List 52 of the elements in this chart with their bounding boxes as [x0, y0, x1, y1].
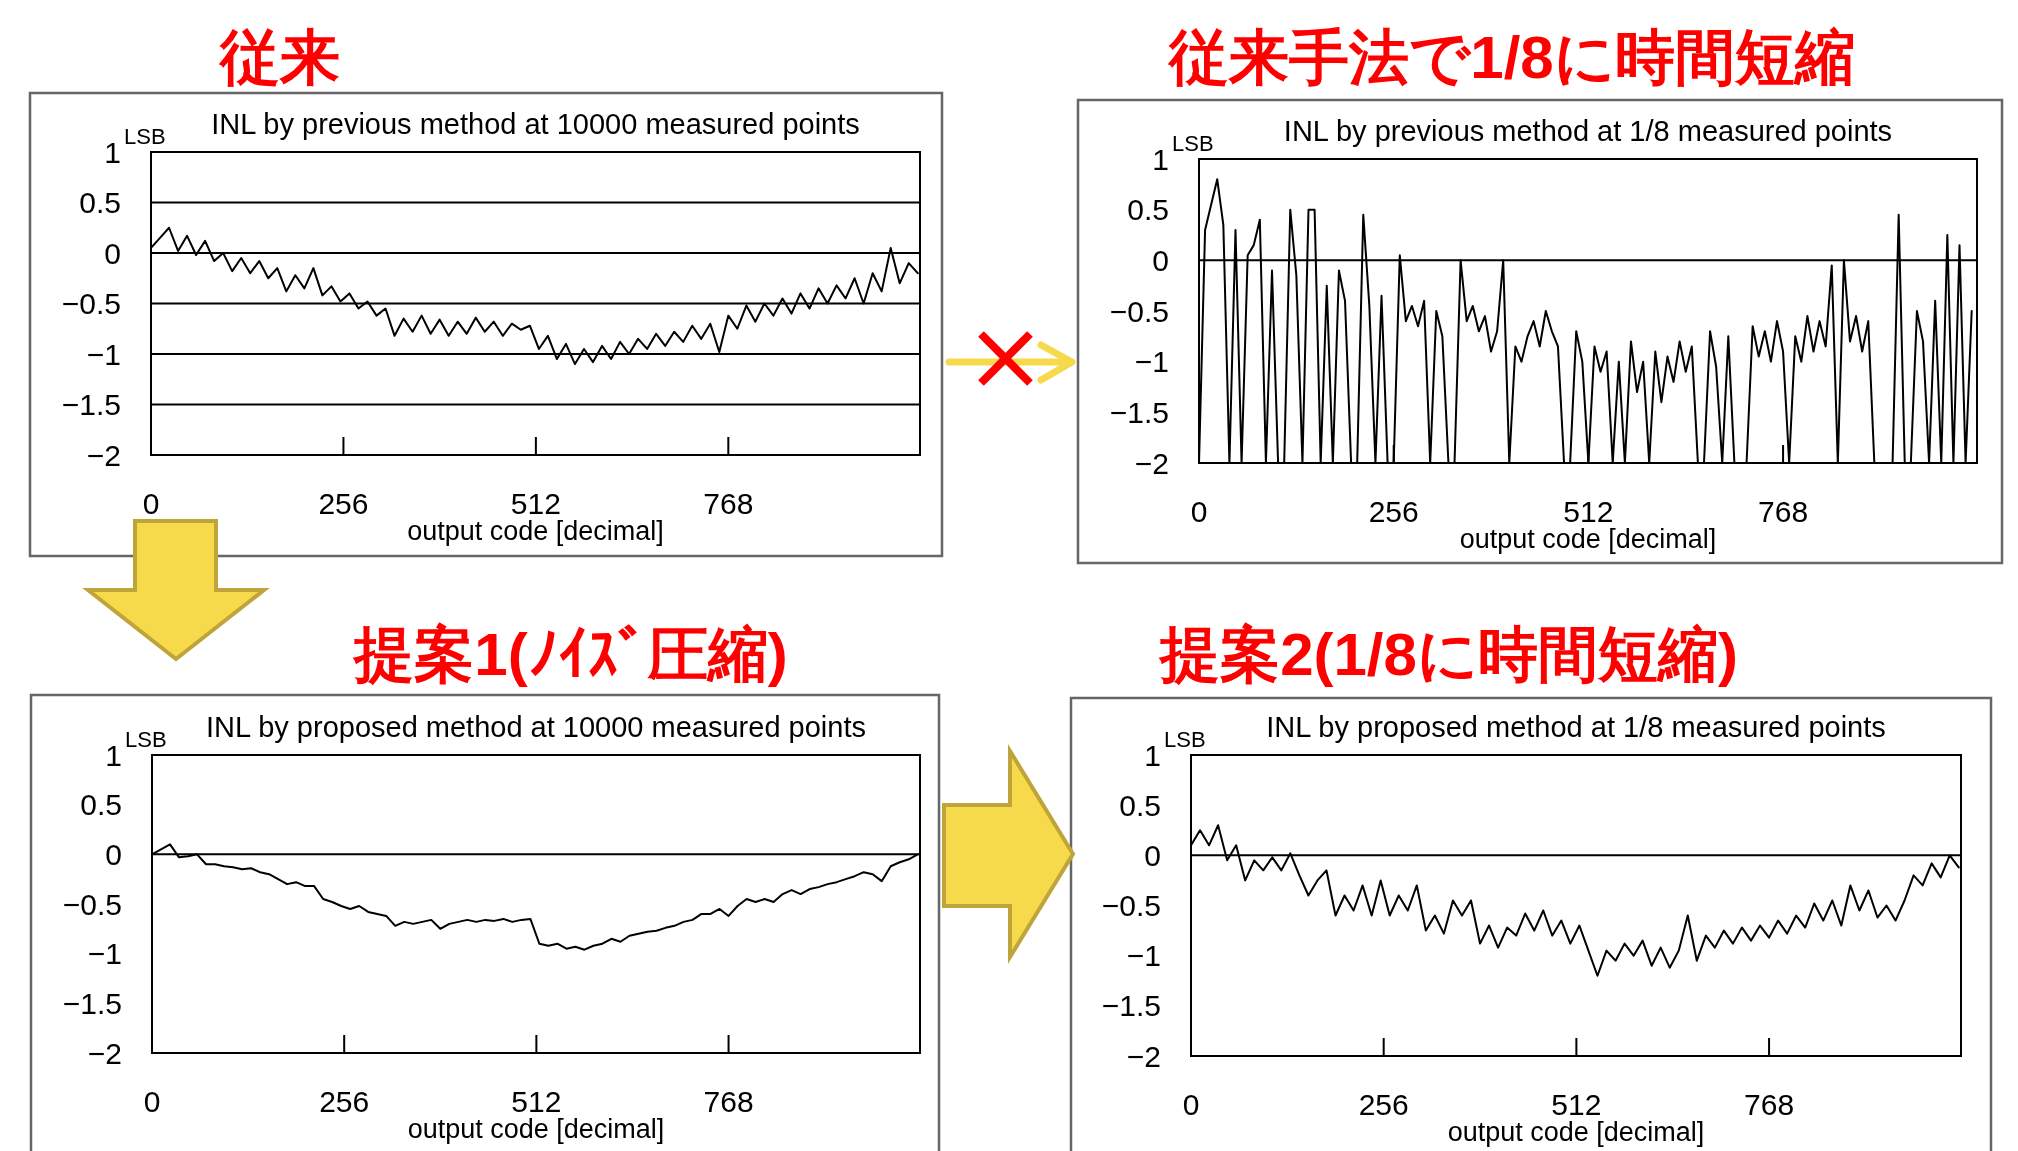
y-tick-label: −2	[86, 438, 121, 472]
y-axis-title: LSB	[1172, 131, 1214, 156]
y-axis-title: LSB	[125, 727, 167, 752]
chart-subtitle: INL by previous method at 10000 measured points	[211, 108, 860, 140]
y-tick-label: 1	[104, 135, 121, 169]
y-tick-label: −1.5	[1101, 989, 1161, 1023]
x-tick-label: 768	[1744, 1087, 1795, 1121]
y-tick-label: −1	[1134, 345, 1169, 379]
x-tick-label: 0	[142, 486, 160, 520]
y-tick-label: −1.5	[61, 388, 121, 421]
x-tick-label: 0	[1182, 1087, 1200, 1121]
y-tick-label: 0	[104, 236, 121, 270]
chart-subtitle: INL by proposed method at 1/8 measured points	[1266, 711, 1886, 743]
y-tick-label: 0.5	[79, 186, 121, 219]
y-axis-title: LSB	[1164, 727, 1206, 752]
y-tick-label: −1	[1126, 939, 1161, 973]
chart-title: 従来手法で1/8に時間短縮	[1167, 23, 1855, 91]
x-tick-label: 0	[1190, 494, 1208, 528]
y-tick-label: −1.5	[1109, 395, 1169, 429]
chart-title: 提案1(ﾉｲｽﾞ圧縮)	[352, 620, 788, 688]
y-tick-label: 0.5	[1127, 193, 1169, 227]
chart-title: 従来	[218, 23, 340, 91]
y-tick-label: 1	[105, 738, 122, 772]
y-tick-label: −2	[1126, 1039, 1161, 1073]
y-tick-label: −1.5	[62, 986, 122, 1020]
x-tick-label: 256	[1358, 1087, 1409, 1121]
y-tick-label: 0	[105, 837, 122, 871]
chart-subtitle: INL by proposed method at 10000 measured points	[206, 711, 866, 743]
y-tick-label: −2	[87, 1036, 122, 1070]
chart-subtitle: INL by previous method at 1/8 measured points	[1283, 115, 1893, 147]
x-tick-label: 256	[1368, 494, 1419, 528]
x-tick-label: 768	[703, 486, 754, 520]
x-tick-label: 256	[318, 486, 369, 520]
x-tick-label: 0	[143, 1084, 161, 1118]
y-tick-label: 0	[1152, 243, 1169, 277]
chart-title: 提案2(1/8に時間短縮)	[1158, 620, 1738, 688]
y-axis-title: LSB	[124, 124, 166, 149]
y-tick-label: −0.5	[62, 887, 122, 921]
y-tick-label: 0	[1144, 838, 1161, 872]
y-tick-label: −2	[1134, 446, 1169, 480]
y-tick-label: 0.5	[80, 788, 122, 822]
y-tick-label: 1	[1152, 142, 1169, 176]
x-tick-label: 768	[703, 1084, 754, 1118]
y-tick-label: −0.5	[61, 287, 121, 320]
y-tick-label: 1	[1144, 738, 1161, 772]
y-tick-label: −0.5	[1109, 294, 1169, 328]
y-tick-label: 0.5	[1119, 788, 1161, 822]
y-tick-label: −1	[87, 937, 122, 971]
x-tick-label: 768	[1758, 494, 1809, 528]
x-tick-label: 256	[319, 1084, 370, 1118]
y-tick-label: −1	[86, 337, 121, 371]
y-tick-label: −0.5	[1101, 889, 1161, 922]
